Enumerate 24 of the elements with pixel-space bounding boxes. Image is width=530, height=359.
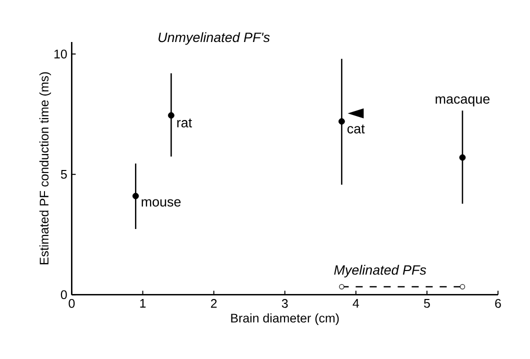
x-tick-label: 3 [282, 299, 288, 308]
y-tick-label: 0 [60, 290, 67, 300]
annotation: cat [347, 124, 365, 134]
annotation: mouse [142, 199, 181, 207]
point [168, 112, 174, 119]
point [339, 284, 344, 290]
x-tick-label: 4 [352, 299, 360, 308]
x-tick-label: 6 [495, 299, 501, 308]
point [132, 192, 139, 200]
x-axis-title: Brain diameter (cm) [231, 313, 339, 325]
y-tick-label: 5 [60, 170, 67, 179]
annotation: rat [177, 118, 192, 128]
x-tick-label: 0 [68, 299, 75, 308]
annotation: Unmyelinated PF's [158, 32, 270, 45]
annotation: macaque [436, 96, 490, 106]
point [459, 154, 466, 161]
x-tick-label: 2 [210, 299, 217, 308]
point [460, 284, 466, 290]
point [338, 118, 345, 125]
y-tick-label: 10 [54, 50, 67, 58]
series-label: Myelinated PFs [334, 264, 426, 278]
x-tick-label: 5 [424, 299, 430, 308]
x-tick-label: 1 [140, 299, 146, 308]
y-axis-title: Estimated PF conduction time (ms) [39, 72, 51, 264]
